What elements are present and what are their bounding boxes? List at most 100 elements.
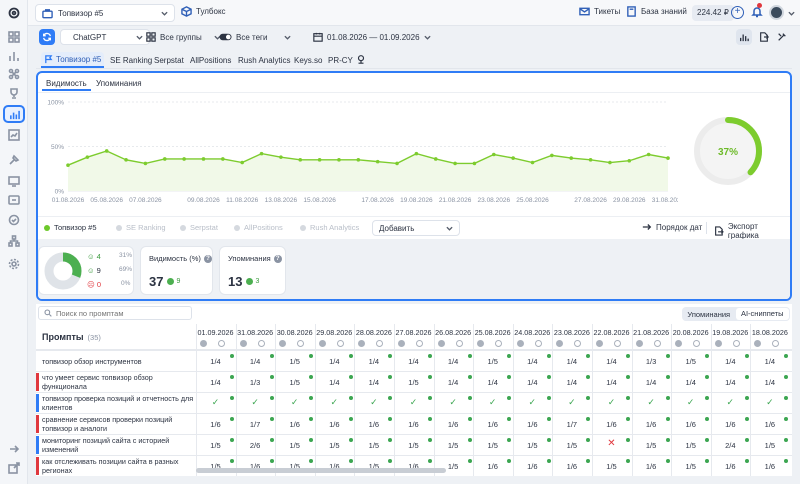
balance-badge[interactable]: 224.42 ₽	[692, 5, 734, 21]
trend-icon[interactable]	[6, 127, 22, 143]
position-cell[interactable]: 1/6	[487, 462, 498, 471]
position-cell[interactable]: 1/6	[685, 420, 696, 429]
tool-settings-icon[interactable]	[356, 54, 366, 64]
tab-allpositions[interactable]: AllPositions	[190, 55, 232, 65]
legend-item[interactable]: AllPositions	[234, 223, 283, 232]
legend-item[interactable]: Serpstat	[180, 223, 218, 232]
position-cell[interactable]: 1/4	[210, 357, 221, 366]
position-cell[interactable]: 1/6	[645, 420, 657, 429]
date-header[interactable]: 28.08.2026	[355, 328, 392, 337]
date-range-select[interactable]: 01.08.2026 — 01.09.2026	[313, 29, 431, 45]
position-cell[interactable]: 1/3	[645, 357, 657, 366]
date-header[interactable]: 30.08.2026	[276, 328, 313, 337]
position-cell[interactable]: 1/5	[408, 441, 419, 450]
position-cell[interactable]: 1/4	[249, 357, 261, 366]
trophy-icon[interactable]	[6, 85, 22, 101]
position-cell[interactable]: 1/6	[764, 420, 776, 429]
help-icon[interactable]: ?	[203, 254, 212, 263]
tab-visibility[interactable]: Видимость	[42, 76, 91, 91]
position-cell[interactable]: 1/4	[368, 357, 380, 366]
position-cell[interactable]: 1/6	[566, 462, 578, 471]
legend-item[interactable]: Rush Analytics	[300, 223, 359, 232]
position-cell[interactable]: 1/7	[249, 420, 261, 429]
groups-select[interactable]: Все группы	[146, 29, 221, 45]
position-cell[interactable]: 1/5	[685, 462, 696, 471]
bell-icon[interactable]	[751, 6, 763, 18]
table-row[interactable]: сравнение сервисов проверки позиций топв…	[36, 413, 792, 434]
position-cell[interactable]: 1/5	[289, 462, 300, 471]
position-cell[interactable]: 1/6	[606, 420, 617, 429]
toggle-ai-snippets[interactable]: AI-сниппеты	[735, 308, 789, 320]
position-cell[interactable]: 1/5	[289, 357, 300, 366]
refresh-icon[interactable]	[39, 29, 55, 45]
folder-link[interactable]: Тулбокс	[181, 6, 226, 17]
date-header[interactable]: 31.08.2026	[237, 328, 274, 337]
monitor-icon[interactable]	[6, 173, 22, 189]
prompt-label[interactable]: топвизор проверка позиций и отчетность д…	[42, 394, 194, 412]
date-order-button[interactable]: Порядок дат	[642, 222, 702, 232]
check-icon[interactable]: ✓	[290, 397, 299, 407]
position-cell[interactable]: 1/5	[289, 378, 300, 387]
prompt-label[interactable]: что умеет сервис топвизор обзор функцион…	[42, 373, 153, 391]
position-cell[interactable]: 1/4	[329, 378, 340, 387]
legend-item[interactable]: SE Ranking	[116, 223, 166, 232]
check-icon[interactable]: ✓	[607, 397, 616, 407]
prompt-label[interactable]: как отслеживать позиции сайта в разных р…	[42, 457, 179, 475]
position-cell[interactable]: 1/5	[289, 441, 300, 450]
ai-visibility-icon[interactable]	[3, 105, 25, 123]
legend-item[interactable]: Топвизор #5	[44, 223, 97, 232]
position-cell[interactable]: 1/6	[210, 420, 221, 429]
prompt-label[interactable]: топвизор обзор инструментов	[42, 357, 142, 366]
position-cell[interactable]: 1/6	[408, 420, 419, 429]
position-cell[interactable]: 1/5	[764, 441, 776, 450]
position-cell[interactable]: 1/4	[447, 378, 459, 387]
position-cell[interactable]: 1/7	[566, 420, 578, 429]
settings-tools-icon[interactable]	[774, 29, 790, 45]
check-icon[interactable]: ✓	[251, 397, 259, 407]
position-cell[interactable]: 1/6	[725, 420, 736, 429]
prompt-label[interactable]: сравнение сервисов проверки позиций топв…	[42, 415, 173, 433]
position-cell[interactable]: 1/6	[329, 462, 340, 471]
avatar[interactable]	[769, 5, 784, 20]
badge-icon[interactable]	[6, 192, 22, 208]
position-cell[interactable]: 1/4	[487, 378, 498, 387]
position-cell[interactable]: 2/6	[249, 441, 261, 450]
tab-serpstat[interactable]: Serpstat	[154, 55, 184, 65]
check-icon[interactable]: ✓	[686, 397, 695, 407]
position-cell[interactable]: 1/4	[764, 378, 776, 387]
position-cell[interactable]: 1/4	[527, 378, 538, 387]
position-cell[interactable]: 1/6	[645, 462, 657, 471]
date-header[interactable]: 27.08.2026	[395, 328, 432, 337]
tab-mentions[interactable]: Упоминания	[96, 79, 142, 88]
tab-keys-so[interactable]: Keys.so	[294, 55, 323, 65]
position-cell[interactable]: 1/5	[685, 441, 696, 450]
position-cell[interactable]: 1/5	[210, 462, 221, 471]
position-cell[interactable]: 1/4	[725, 357, 736, 366]
position-cell[interactable]: 1/6	[447, 420, 459, 429]
position-cell[interactable]: 1/5	[487, 441, 498, 450]
position-cell[interactable]: 1/5	[368, 462, 380, 471]
position-cell[interactable]: 1/5	[447, 441, 459, 450]
help-icon[interactable]: ?	[273, 254, 282, 263]
position-cell[interactable]: 1/5	[606, 462, 617, 471]
position-cell[interactable]: 1/4	[764, 357, 776, 366]
position-cell[interactable]: 1/4	[408, 357, 419, 366]
position-cell[interactable]: 1/4	[368, 378, 380, 387]
position-cell[interactable]: 1/4	[645, 378, 657, 387]
table-row[interactable]: что умеет сервис топвизор обзор функцион…	[36, 371, 792, 392]
tab-se-ranking[interactable]: SE Ranking	[110, 55, 153, 65]
position-cell[interactable]: 1/4	[566, 378, 578, 387]
avatar-chevron-icon[interactable]	[788, 10, 795, 17]
position-cell[interactable]: 1/5	[487, 357, 498, 366]
tab-rush-analytics[interactable]: Rush Analytics	[238, 55, 291, 65]
position-cell[interactable]: 1/5	[447, 462, 459, 471]
date-header[interactable]: 01.09.2026	[197, 328, 234, 337]
add-series-select[interactable]: Добавить	[372, 220, 460, 236]
sitemap-icon[interactable]	[6, 233, 22, 249]
table-row[interactable]: как отслеживать позиции сайта в разных р…	[36, 455, 792, 476]
export-icon[interactable]	[756, 29, 772, 45]
date-header[interactable]: 24.08.2026	[514, 328, 551, 337]
check-icon[interactable]: ✓	[409, 397, 418, 407]
table-row[interactable]: топвизор проверка позиций и отчетность д…	[36, 392, 792, 413]
date-header[interactable]: 18.08.2026	[751, 328, 788, 337]
